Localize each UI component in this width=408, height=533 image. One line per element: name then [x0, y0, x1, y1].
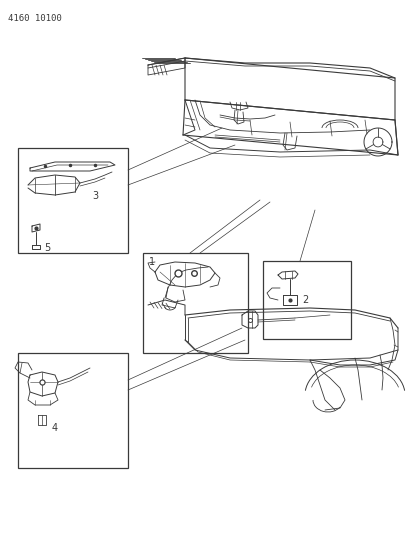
Bar — [143, 253, 248, 353]
Text: 4: 4 — [52, 423, 58, 433]
Text: 3: 3 — [92, 191, 98, 201]
Bar — [263, 261, 351, 339]
Text: 2: 2 — [302, 295, 308, 305]
Text: 4160 10100: 4160 10100 — [8, 14, 62, 23]
Text: 1: 1 — [149, 257, 155, 267]
Bar — [18, 353, 128, 468]
Bar — [18, 148, 128, 253]
Text: 5: 5 — [44, 243, 50, 253]
